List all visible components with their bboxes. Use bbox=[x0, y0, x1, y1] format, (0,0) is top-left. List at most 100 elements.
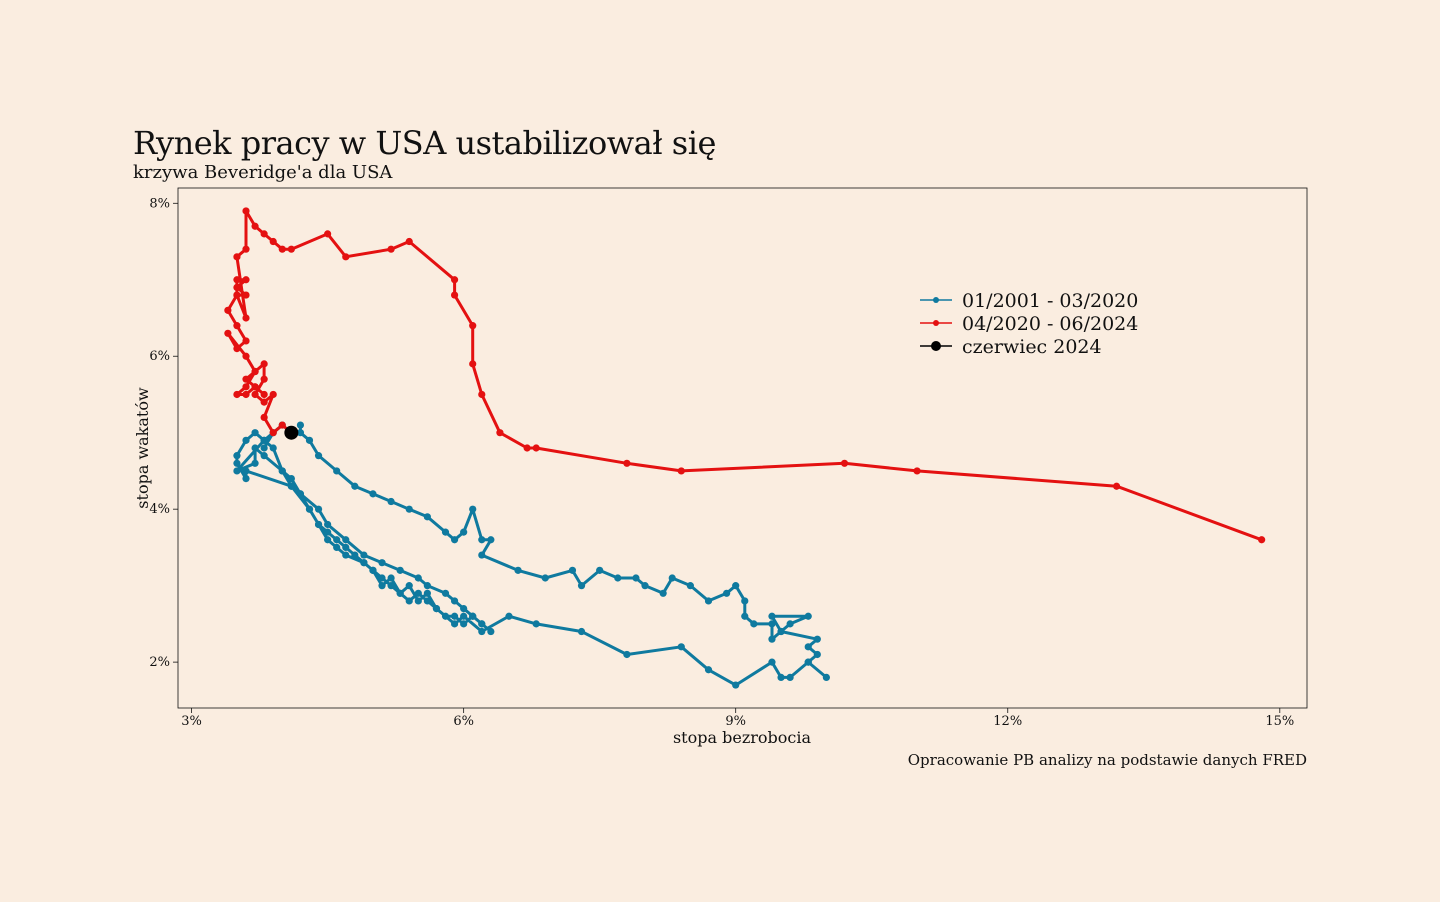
data-point bbox=[278, 421, 286, 429]
data-point bbox=[260, 360, 268, 368]
data-point bbox=[314, 452, 323, 460]
data-point bbox=[496, 429, 504, 437]
data-point bbox=[568, 566, 577, 574]
data-point bbox=[478, 551, 486, 559]
y-tick-label: 6% bbox=[149, 349, 170, 364]
legend-item[interactable]: 04/2020 - 06/2024 bbox=[920, 313, 1138, 335]
legend-marker bbox=[931, 341, 941, 351]
data-point bbox=[460, 528, 468, 536]
x-tick-label: 15% bbox=[1265, 714, 1294, 729]
data-point bbox=[369, 490, 377, 498]
series-1 bbox=[233, 421, 830, 689]
data-point bbox=[913, 467, 921, 475]
data-point bbox=[342, 536, 350, 544]
legend-item[interactable]: czerwiec 2024 bbox=[920, 336, 1102, 358]
data-point bbox=[260, 398, 268, 406]
data-point bbox=[405, 582, 413, 590]
data-point bbox=[260, 390, 268, 399]
data-point bbox=[324, 230, 332, 238]
data-point bbox=[396, 566, 404, 574]
series-line bbox=[226, 209, 1263, 542]
data-point bbox=[305, 505, 314, 513]
data-point bbox=[414, 597, 422, 605]
data-point bbox=[314, 520, 323, 529]
data-point bbox=[677, 467, 685, 475]
data-point bbox=[768, 635, 776, 643]
data-point bbox=[242, 314, 250, 322]
data-point bbox=[732, 582, 740, 590]
chart-title: Rynek pracy w USA ustabilizował się bbox=[133, 124, 716, 162]
data-point bbox=[233, 283, 241, 292]
data-point bbox=[1112, 482, 1121, 490]
data-point bbox=[804, 658, 812, 666]
data-point bbox=[251, 459, 259, 467]
data-point bbox=[333, 543, 341, 552]
data-point bbox=[333, 467, 341, 475]
data-point bbox=[686, 582, 694, 590]
data-point bbox=[460, 604, 468, 613]
data-point bbox=[768, 620, 776, 628]
data-point bbox=[469, 612, 477, 620]
data-point bbox=[478, 620, 486, 628]
data-point bbox=[305, 436, 314, 444]
data-point bbox=[487, 627, 495, 636]
data-point bbox=[242, 375, 250, 383]
data-point bbox=[741, 597, 749, 605]
data-point bbox=[596, 566, 604, 574]
data-point bbox=[378, 559, 386, 567]
data-point bbox=[460, 620, 468, 628]
data-point bbox=[405, 505, 413, 513]
data-point bbox=[450, 291, 459, 299]
data-point bbox=[487, 536, 495, 544]
x-tick-label: 3% bbox=[181, 714, 202, 729]
data-point bbox=[813, 650, 821, 659]
data-point bbox=[260, 452, 268, 460]
data-point bbox=[505, 612, 513, 620]
data-point bbox=[786, 673, 794, 682]
data-point bbox=[360, 551, 368, 559]
data-point bbox=[296, 429, 305, 437]
data-point bbox=[242, 291, 250, 299]
data-point bbox=[260, 436, 268, 444]
data-point bbox=[614, 574, 622, 582]
axes: 3% 6% 9% 12% 15% 2% 4% 6% 8% bbox=[149, 196, 1294, 729]
data-point bbox=[314, 505, 323, 513]
data-point bbox=[432, 604, 441, 613]
data-point bbox=[333, 536, 341, 544]
series-layer bbox=[224, 207, 1266, 689]
data-point bbox=[233, 322, 241, 330]
chart-subtitle: krzywa Beveridge'a dla USA bbox=[133, 162, 393, 183]
data-point bbox=[632, 574, 640, 582]
data-point bbox=[242, 245, 250, 253]
data-point bbox=[469, 360, 477, 368]
data-point bbox=[704, 597, 713, 605]
data-point bbox=[278, 245, 286, 253]
data-point bbox=[287, 482, 295, 490]
data-point bbox=[251, 444, 259, 452]
data-point bbox=[387, 245, 395, 253]
data-point bbox=[251, 383, 259, 391]
data-point bbox=[423, 513, 431, 521]
data-point bbox=[405, 597, 413, 605]
data-point bbox=[378, 574, 386, 582]
data-point bbox=[414, 574, 422, 582]
data-point bbox=[260, 413, 268, 422]
data-point bbox=[260, 230, 268, 238]
data-point bbox=[623, 459, 631, 467]
data-point bbox=[1258, 536, 1266, 544]
data-point bbox=[460, 612, 468, 620]
data-point bbox=[269, 444, 277, 452]
data-point bbox=[450, 620, 459, 628]
data-point bbox=[251, 429, 259, 437]
data-point bbox=[405, 237, 413, 246]
legend-label: 04/2020 - 06/2024 bbox=[962, 313, 1138, 335]
y-tick-label: 2% bbox=[149, 655, 170, 670]
data-point bbox=[478, 536, 486, 544]
data-point bbox=[768, 658, 776, 666]
data-point bbox=[378, 582, 386, 590]
data-point bbox=[478, 390, 486, 399]
data-point bbox=[260, 375, 268, 383]
data-point bbox=[478, 627, 486, 636]
legend-item[interactable]: 01/2001 - 03/2020 bbox=[920, 290, 1138, 312]
